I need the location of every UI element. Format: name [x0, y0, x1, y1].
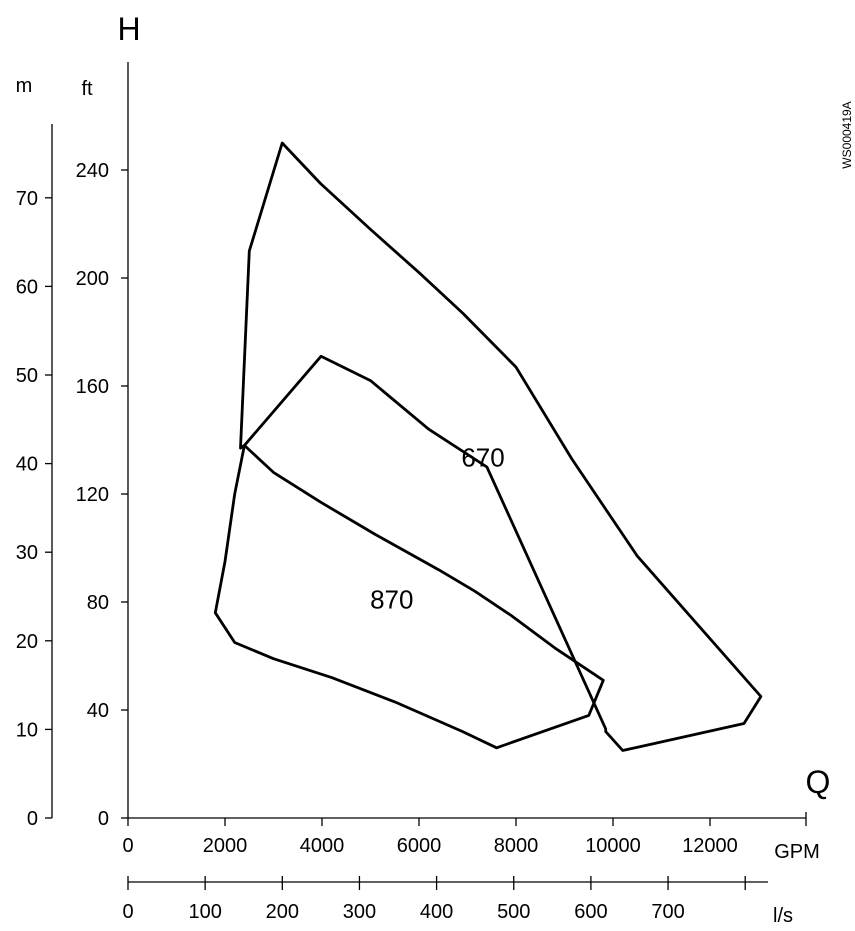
tick-label-ls: 200 — [266, 901, 299, 923]
tick-label-gpm: 8000 — [494, 835, 539, 857]
tick-label-m: 0 — [27, 808, 38, 830]
tick-label-m: 70 — [16, 188, 38, 210]
tick-label-ft: 80 — [87, 592, 109, 614]
x-axis-letter: Q — [806, 764, 831, 800]
tick-label-ls: 100 — [188, 901, 221, 923]
tick-label-m: 20 — [16, 631, 38, 653]
tick-label-m: 10 — [16, 719, 38, 741]
y-axis-letter: H — [117, 11, 140, 47]
tick-label-m: 40 — [16, 454, 38, 476]
tick-label-ft: 160 — [76, 376, 109, 398]
tick-label-gpm: 6000 — [397, 835, 442, 857]
tick-label-ft: 120 — [76, 484, 109, 506]
y-axis-unit-ft: ft — [81, 78, 93, 100]
x-axis-unit-ls: l/s — [773, 905, 793, 927]
tick-label-ft: 0 — [98, 808, 109, 830]
x-axis-unit-gpm: GPM — [774, 841, 820, 863]
y-axis-unit-m: m — [16, 75, 33, 97]
axes — [51, 62, 806, 883]
regions: 670 870 — [213, 141, 763, 752]
tick-label-ft: 200 — [76, 268, 109, 290]
tick-label-ls: 500 — [497, 901, 530, 923]
tick-label-ls: 0 — [122, 901, 133, 923]
tick-label-ft: 40 — [87, 700, 109, 722]
region-label-870: 870 — [370, 585, 413, 615]
tick-label-gpm: 2000 — [203, 835, 248, 857]
figure-code: WS000419A — [840, 101, 854, 168]
tick-label-gpm: 10000 — [585, 835, 641, 857]
tick-label-ls: 700 — [651, 901, 684, 923]
region-outline-670 — [239, 141, 763, 752]
tick-label-ls: 600 — [574, 901, 607, 923]
tick-label-gpm: 0 — [122, 835, 133, 857]
tick-label-gpm: 12000 — [682, 835, 738, 857]
tick-label-ls: 300 — [343, 901, 376, 923]
tick-label-m: 50 — [16, 365, 38, 387]
tick-label-m: 30 — [16, 542, 38, 564]
region-label-670: 670 — [461, 443, 504, 473]
tick-label-ft: 240 — [76, 160, 109, 182]
region-outline-870 — [213, 443, 605, 750]
tick-label-ls: 400 — [420, 901, 453, 923]
tick-label-gpm: 4000 — [300, 835, 345, 857]
tick-label-m: 60 — [16, 276, 38, 298]
